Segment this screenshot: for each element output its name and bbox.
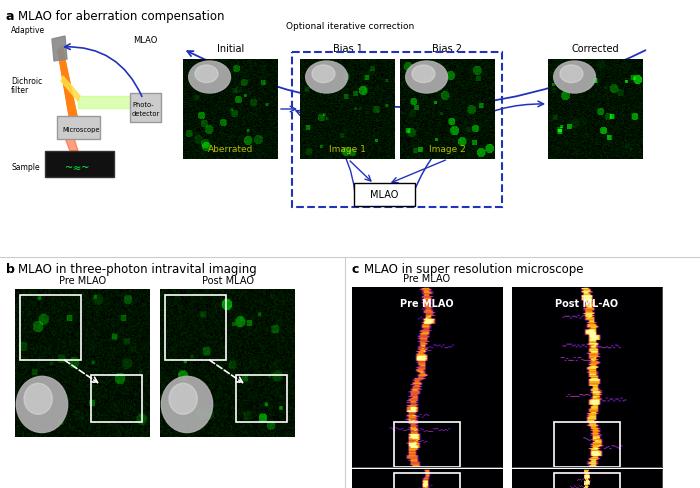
Polygon shape [58, 47, 78, 122]
Ellipse shape [161, 377, 213, 433]
Text: Dichroic: Dichroic [11, 77, 42, 86]
FancyBboxPatch shape [45, 151, 113, 177]
Text: Post ML-AO: Post ML-AO [555, 298, 619, 308]
Text: filter: filter [11, 86, 29, 95]
Ellipse shape [560, 66, 583, 83]
Text: Image 2: Image 2 [429, 145, 466, 154]
Ellipse shape [189, 62, 230, 94]
Ellipse shape [312, 66, 335, 83]
Text: Bias 1: Bias 1 [332, 44, 363, 54]
Text: Pre MLAO: Pre MLAO [403, 273, 451, 284]
Bar [165, 295, 226, 360]
Polygon shape [65, 139, 78, 152]
Ellipse shape [195, 66, 218, 83]
Text: Bias 2: Bias 2 [433, 44, 463, 54]
Bar [20, 295, 81, 360]
Text: MLAO in super resolution microscope: MLAO in super resolution microscope [364, 263, 584, 275]
Polygon shape [58, 47, 78, 122]
Text: 20 μm: 20 μm [73, 426, 99, 435]
Bar [90, 375, 142, 422]
Bar [292, 53, 502, 207]
Text: Initial: Initial [217, 44, 244, 54]
Text: MLAO: MLAO [133, 36, 158, 45]
Text: MLAO in three-photon intravital imaging: MLAO in three-photon intravital imaging [18, 263, 257, 275]
Bar [394, 422, 460, 467]
FancyBboxPatch shape [354, 183, 414, 206]
Text: Photo-: Photo- [132, 102, 153, 108]
Text: MLAO for aberration compensation: MLAO for aberration compensation [18, 10, 225, 23]
Ellipse shape [554, 62, 596, 94]
Text: Corrected: Corrected [572, 44, 620, 54]
Text: ~≈~: ~≈~ [65, 162, 90, 172]
FancyBboxPatch shape [130, 93, 160, 122]
Bar [554, 422, 620, 467]
Text: b: b [6, 263, 15, 275]
Polygon shape [58, 47, 78, 122]
Text: Pre MLAO: Pre MLAO [59, 275, 106, 285]
Ellipse shape [24, 384, 52, 414]
Ellipse shape [169, 384, 197, 414]
Text: detector: detector [132, 111, 160, 117]
Polygon shape [52, 37, 67, 62]
Text: c: c [352, 263, 359, 275]
Text: Microscope: Microscope [62, 127, 99, 133]
Polygon shape [61, 77, 80, 102]
Text: Adaptive: Adaptive [11, 26, 45, 35]
Text: Pre MLAO: Pre MLAO [400, 298, 454, 308]
Ellipse shape [412, 66, 435, 83]
FancyBboxPatch shape [57, 116, 99, 139]
Bar [554, 473, 620, 488]
Ellipse shape [406, 62, 447, 94]
Text: Aberrated: Aberrated [208, 145, 253, 154]
Polygon shape [78, 97, 138, 109]
Ellipse shape [306, 62, 347, 94]
Bar [394, 473, 460, 488]
Text: Optional iterative correction: Optional iterative correction [286, 22, 414, 31]
Text: Post MLAO: Post MLAO [202, 275, 253, 285]
Text: Image 1: Image 1 [329, 145, 366, 154]
Text: a: a [6, 10, 15, 23]
Bar [236, 375, 287, 422]
Ellipse shape [16, 377, 68, 433]
Text: MLAO: MLAO [370, 190, 398, 200]
Text: Sample: Sample [11, 162, 40, 171]
